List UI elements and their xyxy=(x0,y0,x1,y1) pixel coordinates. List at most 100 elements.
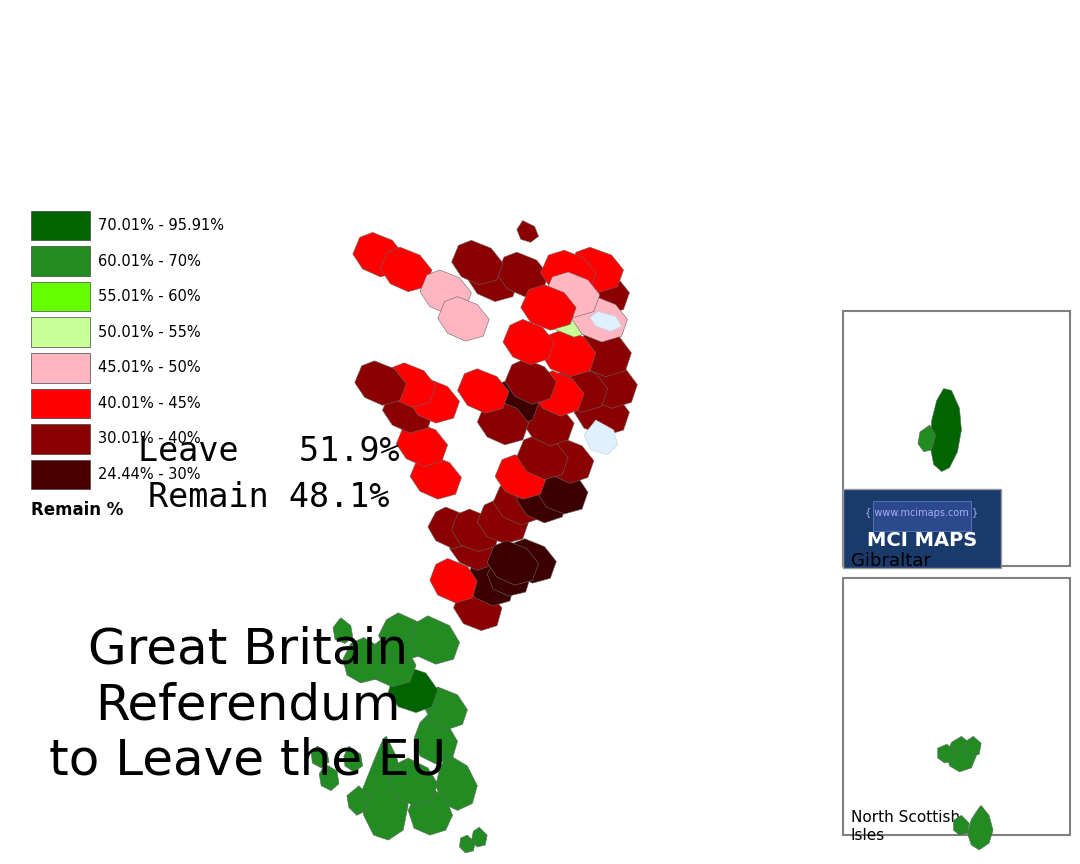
Polygon shape xyxy=(487,541,539,585)
Bar xyxy=(30,389,90,418)
Text: 24.44% - 30%: 24.44% - 30% xyxy=(98,467,201,482)
Text: Great Britain
Referendum
to Leave the EU: Great Britain Referendum to Leave the EU xyxy=(49,626,446,785)
Polygon shape xyxy=(542,438,594,483)
Polygon shape xyxy=(343,746,363,772)
Polygon shape xyxy=(590,311,622,331)
Polygon shape xyxy=(382,389,434,433)
Text: Remain %: Remain % xyxy=(30,501,123,519)
Polygon shape xyxy=(537,469,588,514)
Polygon shape xyxy=(410,616,459,664)
Polygon shape xyxy=(459,835,475,853)
Text: 45.01% - 50%: 45.01% - 50% xyxy=(98,360,201,375)
Polygon shape xyxy=(320,764,339,791)
Bar xyxy=(873,501,971,530)
Polygon shape xyxy=(380,247,432,292)
Polygon shape xyxy=(964,736,982,757)
Polygon shape xyxy=(968,805,993,850)
Polygon shape xyxy=(487,381,539,425)
Polygon shape xyxy=(353,232,404,276)
Polygon shape xyxy=(378,613,428,660)
Polygon shape xyxy=(390,758,437,805)
Polygon shape xyxy=(544,272,599,317)
Polygon shape xyxy=(477,499,529,543)
Polygon shape xyxy=(505,359,556,404)
Polygon shape xyxy=(366,638,416,687)
Polygon shape xyxy=(572,296,627,342)
Polygon shape xyxy=(477,400,529,445)
Polygon shape xyxy=(414,715,458,764)
Text: { www.mcimaps.com }: { www.mcimaps.com } xyxy=(865,508,978,518)
Text: MCI MAPS: MCI MAPS xyxy=(867,531,977,550)
Polygon shape xyxy=(354,361,406,405)
Text: 30.01% - 40%: 30.01% - 40% xyxy=(98,431,201,447)
Polygon shape xyxy=(497,252,549,296)
Text: 55.01% - 60%: 55.01% - 60% xyxy=(98,289,201,304)
Polygon shape xyxy=(540,251,596,295)
Polygon shape xyxy=(343,638,383,683)
Polygon shape xyxy=(495,454,546,499)
Polygon shape xyxy=(540,329,596,377)
Polygon shape xyxy=(517,435,568,480)
Text: 40.01% - 45%: 40.01% - 45% xyxy=(98,396,201,411)
Text: 70.01% - 95.91%: 70.01% - 95.91% xyxy=(98,218,224,233)
Polygon shape xyxy=(503,320,554,365)
Polygon shape xyxy=(552,365,608,412)
Polygon shape xyxy=(428,507,475,549)
Polygon shape xyxy=(937,744,957,763)
Polygon shape xyxy=(449,527,499,570)
Bar xyxy=(30,282,90,311)
Polygon shape xyxy=(521,285,576,330)
Polygon shape xyxy=(410,454,461,499)
Polygon shape xyxy=(451,509,501,551)
Polygon shape xyxy=(424,687,468,729)
Polygon shape xyxy=(347,785,368,816)
Text: Leave   51.9%
Remain 48.1%: Leave 51.9% Remain 48.1% xyxy=(138,435,400,514)
Polygon shape xyxy=(389,665,437,713)
Polygon shape xyxy=(465,561,515,606)
Polygon shape xyxy=(458,369,509,413)
Polygon shape xyxy=(584,420,618,454)
Bar xyxy=(30,246,90,276)
Polygon shape xyxy=(954,816,970,835)
Bar xyxy=(30,460,90,489)
Polygon shape xyxy=(930,389,961,472)
Text: 50.01% - 55%: 50.01% - 55% xyxy=(98,325,201,340)
Polygon shape xyxy=(437,296,489,341)
Polygon shape xyxy=(361,736,408,840)
Text: North Scottish
Isles: North Scottish Isles xyxy=(851,810,960,842)
Text: Gibraltar: Gibraltar xyxy=(851,551,931,569)
Polygon shape xyxy=(575,389,630,436)
Polygon shape xyxy=(582,361,637,409)
Polygon shape xyxy=(517,478,568,523)
Polygon shape xyxy=(575,270,630,315)
Polygon shape xyxy=(532,371,584,416)
Polygon shape xyxy=(494,480,544,524)
Polygon shape xyxy=(471,827,487,847)
Polygon shape xyxy=(918,425,935,452)
Polygon shape xyxy=(396,422,447,467)
Polygon shape xyxy=(523,400,575,446)
Polygon shape xyxy=(451,240,503,285)
Polygon shape xyxy=(430,558,477,603)
Bar xyxy=(842,489,1001,569)
Text: 60.01% - 70%: 60.01% - 70% xyxy=(98,253,201,269)
Polygon shape xyxy=(576,329,632,377)
Polygon shape xyxy=(311,746,329,768)
Bar xyxy=(30,353,90,383)
Bar xyxy=(30,317,90,347)
Polygon shape xyxy=(544,292,599,337)
Polygon shape xyxy=(946,736,976,772)
Bar xyxy=(30,424,90,454)
Polygon shape xyxy=(568,247,623,293)
Polygon shape xyxy=(408,785,453,835)
Polygon shape xyxy=(468,257,518,302)
Polygon shape xyxy=(517,220,539,242)
Polygon shape xyxy=(408,378,459,423)
Polygon shape xyxy=(454,586,502,631)
Polygon shape xyxy=(420,270,471,314)
Polygon shape xyxy=(487,554,530,596)
Bar xyxy=(842,311,1070,567)
Bar xyxy=(842,578,1070,835)
Polygon shape xyxy=(436,754,477,810)
Bar xyxy=(30,211,90,240)
